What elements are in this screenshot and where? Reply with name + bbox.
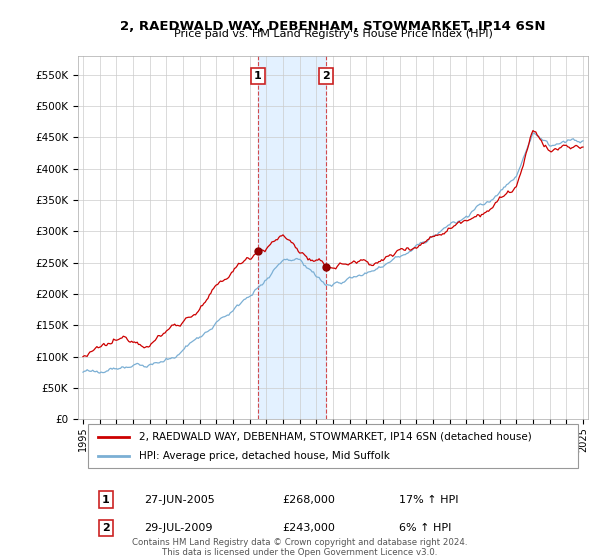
Text: 2, RAEDWALD WAY, DEBENHAM, STOWMARKET, IP14 6SN (detached house): 2, RAEDWALD WAY, DEBENHAM, STOWMARKET, I… <box>139 432 532 442</box>
Text: 2: 2 <box>102 523 110 533</box>
Text: 1: 1 <box>102 494 110 505</box>
Text: 17% ↑ HPI: 17% ↑ HPI <box>400 494 459 505</box>
Text: HPI: Average price, detached house, Mid Suffolk: HPI: Average price, detached house, Mid … <box>139 451 390 461</box>
Text: 2, RAEDWALD WAY, DEBENHAM, STOWMARKET, IP14 6SN: 2, RAEDWALD WAY, DEBENHAM, STOWMARKET, I… <box>120 20 546 32</box>
Text: Price paid vs. HM Land Registry's House Price Index (HPI): Price paid vs. HM Land Registry's House … <box>173 29 493 39</box>
Text: 27-JUN-2005: 27-JUN-2005 <box>145 494 215 505</box>
FancyBboxPatch shape <box>88 424 578 468</box>
Text: Contains HM Land Registry data © Crown copyright and database right 2024.
This d: Contains HM Land Registry data © Crown c… <box>132 538 468 557</box>
Text: 2: 2 <box>322 71 330 81</box>
Text: 1: 1 <box>254 71 262 81</box>
Text: 29-JUL-2009: 29-JUL-2009 <box>145 523 213 533</box>
Text: 6% ↑ HPI: 6% ↑ HPI <box>400 523 452 533</box>
Text: £268,000: £268,000 <box>282 494 335 505</box>
Text: £243,000: £243,000 <box>282 523 335 533</box>
Bar <box>258 56 326 419</box>
